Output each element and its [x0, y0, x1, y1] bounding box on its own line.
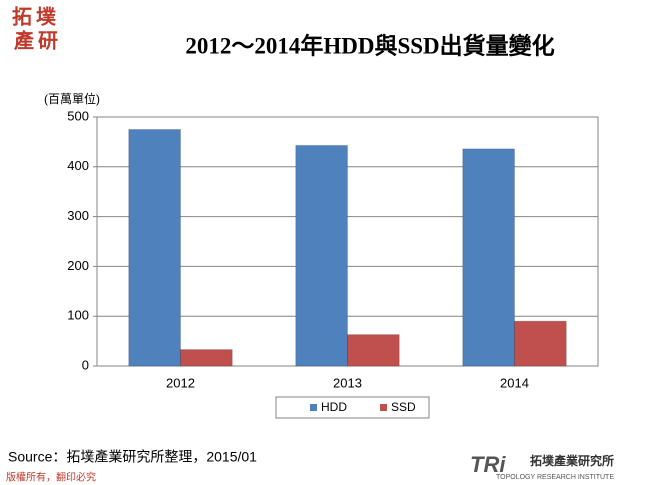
chart-title: 2012～2014年HDD與SSD出貨量變化 [185, 32, 554, 58]
x-tick-label: 2013 [333, 375, 362, 390]
y-tick-label: 200 [67, 258, 89, 273]
logo-english: TOPOLOGY RESEARCH INSTITUTE [496, 474, 614, 481]
y-axis-title: (百萬單位) [44, 91, 100, 106]
y-tick-label: 100 [67, 308, 89, 323]
x-tick-label: 2012 [166, 375, 195, 390]
bar [295, 144, 349, 367]
legend-label: HDD [321, 400, 347, 414]
logo-char: 產 [14, 28, 34, 52]
y-tick-label: 0 [82, 357, 89, 372]
bar [180, 349, 233, 367]
bar [347, 334, 400, 367]
logo-char: 墣 [36, 5, 57, 28]
legend-label: SSD [391, 400, 416, 414]
bar [514, 320, 567, 367]
legend-swatch [380, 404, 387, 411]
legend-swatch [310, 404, 317, 411]
y-tick-label: 300 [67, 208, 89, 223]
logo-name: 拓墣產業研究所 [530, 453, 614, 468]
legend-box [275, 396, 430, 419]
copyright: 版權所有，翻印必究 [6, 471, 96, 484]
y-tick-label: 400 [67, 158, 89, 173]
source: Source：拓墣產業研究所整理，2015/01 [8, 449, 257, 465]
bar [128, 128, 181, 367]
logo-mark: TRi [470, 452, 506, 477]
x-tick-label: 2014 [500, 375, 529, 390]
logo-char: 拓 [12, 5, 32, 28]
bar [462, 148, 516, 367]
y-tick-label: 500 [67, 108, 89, 123]
logo-char: 研 [38, 30, 58, 52]
